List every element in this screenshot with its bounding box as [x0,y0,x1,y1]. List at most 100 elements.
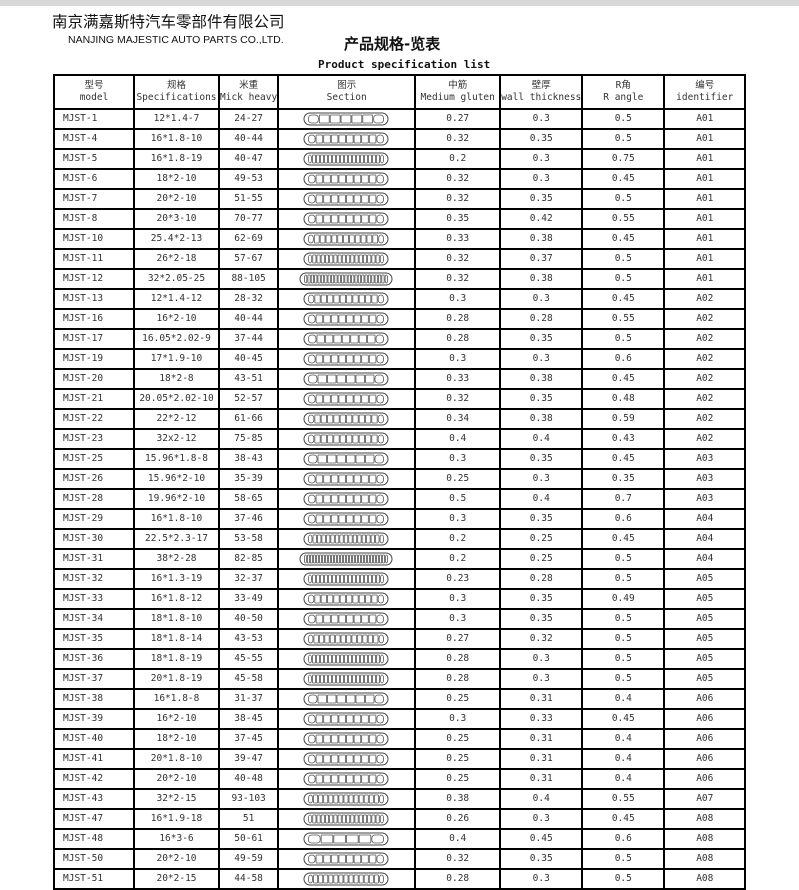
cell-specifications: 18*1.8-10 [133,608,220,630]
cell-r-angle: 0.6 [581,348,666,370]
cell-specifications: 16.05*2.02-9 [133,328,220,350]
cell-medium-gluten: 0.4 [414,428,502,450]
section-drawing [277,768,417,790]
cell-model: MJST-36 [53,648,135,670]
cell-specifications: 16*1.8-8 [133,688,220,710]
section-drawing [277,748,417,770]
header-en: model [79,92,109,103]
cell-medium-gluten: 0.4 [414,828,502,850]
cell-model: MJST-23 [53,428,135,450]
cell-medium-gluten: 0.25 [414,768,502,790]
cell-identifier: A01 [663,148,747,170]
section-drawing [277,328,417,350]
cell-wall-thickness: 0.35 [499,608,584,630]
company-name-cn: 南京满嘉斯特汽车零部件有限公司 [52,13,285,31]
cell-specifications: 18*2-10 [133,168,220,190]
cell-specifications: 18*1.8-19 [133,648,220,670]
cell-model: MJST-22 [53,408,135,430]
cell-specifications: 32x2-12 [133,428,220,450]
table-row: MJST-33 16*1.8-12 33-49 0.3 0.35 0.49 A05 [53,588,747,610]
table-row: MJST-39 16*2-10 38-45 0.3 0.33 0.45 A06 [53,708,747,730]
section-drawing [277,228,417,250]
section-drawing [277,808,417,830]
cell-r-angle: 0.5 [581,568,666,590]
section-drawing [277,148,417,170]
cell-medium-gluten: 0.28 [414,308,502,330]
header-model: 型号 model [53,74,135,110]
table-row: MJST-36 18*1.8-19 45-55 0.28 0.3 0.5 A05 [53,648,747,670]
section-drawing [277,388,417,410]
cell-wall-thickness: 0.32 [499,628,584,650]
tube-section-icon [303,192,389,206]
cell-wall-thickness: 0.31 [499,728,584,750]
cell-r-angle: 0.5 [581,268,666,290]
header-medium-gluten: 中筋 Medium gluten [414,74,502,110]
tube-section-icon [303,432,389,446]
table-row: MJST-23 32x2-12 75-85 0.4 0.4 0.43 A02 [53,428,747,450]
cell-medium-gluten: 0.33 [414,368,502,390]
cell-wall-thickness: 0.35 [499,848,584,870]
cell-model: MJST-8 [53,208,135,230]
cell-r-angle: 0.55 [581,788,666,810]
cell-identifier: A01 [663,168,747,190]
header-en: Specifications [136,92,217,103]
table-row: MJST-10 25.4*2-13 62-69 0.33 0.38 0.45 A01 [53,228,747,250]
section-drawing [277,268,417,290]
cell-identifier: A02 [663,328,747,350]
section-drawing [277,408,417,430]
cell-weight: 33-49 [217,588,280,610]
cell-specifications: 16*1.9-18 [133,808,220,830]
cell-wall-thickness: 0.3 [499,668,584,690]
table-row: MJST-47 16*1.9-18 51 0.26 0.3 0.45 A08 [53,808,747,830]
tube-section-icon [303,792,389,806]
cell-wall-thickness: 0.45 [499,828,584,850]
cell-weight: 88-105 [217,268,280,290]
cell-weight: 45-55 [217,648,280,670]
cell-r-angle: 0.45 [581,288,666,310]
cell-medium-gluten: 0.3 [414,708,502,730]
table-row: MJST-51 20*2-15 44-58 0.28 0.3 0.5 A08 [53,868,747,890]
section-drawing [277,208,417,230]
tube-section-icon [303,172,389,186]
cell-medium-gluten: 0.3 [414,508,502,530]
cell-identifier: A01 [663,248,747,270]
cell-medium-gluten: 0.28 [414,328,502,350]
cell-weight: 44-58 [217,868,280,890]
cell-weight: 49-53 [217,168,280,190]
cell-identifier: A06 [663,688,747,710]
cell-medium-gluten: 0.28 [414,868,502,890]
cell-weight: 37-46 [217,508,280,530]
table-row: MJST-6 18*2-10 49-53 0.32 0.3 0.45 A01 [53,168,747,190]
section-drawing [277,468,417,490]
cell-r-angle: 0.43 [581,428,666,450]
cell-weight: 35-39 [217,468,280,490]
cell-weight: 40-48 [217,768,280,790]
tube-section-icon [303,812,389,826]
cell-medium-gluten: 0.32 [414,188,502,210]
tube-section-icon [303,772,389,786]
cell-r-angle: 0.59 [581,408,666,430]
cell-identifier: A08 [663,828,747,850]
cell-r-angle: 0.5 [581,328,666,350]
tube-section-icon [303,292,389,306]
table-row: MJST-37 20*1.8-19 45-58 0.28 0.3 0.5 A05 [53,668,747,690]
cell-model: MJST-26 [53,468,135,490]
cell-medium-gluten: 0.2 [414,548,502,570]
cell-specifications: 16*3-6 [133,828,220,850]
cell-wall-thickness: 0.4 [499,788,584,810]
cell-model: MJST-17 [53,328,135,350]
cell-wall-thickness: 0.28 [499,568,584,590]
cell-model: MJST-38 [53,688,135,710]
section-drawing [277,608,417,630]
cell-identifier: A03 [663,448,747,470]
header-cn: R角 [615,80,631,91]
cell-specifications: 38*2-28 [133,548,220,570]
table-row: MJST-13 12*1.4-12 28-32 0.3 0.3 0.45 A02 [53,288,747,310]
cell-identifier: A02 [663,348,747,370]
cell-identifier: A02 [663,288,747,310]
cell-specifications: 20*2-10 [133,848,220,870]
cell-model: MJST-37 [53,668,135,690]
cell-medium-gluten: 0.32 [414,848,502,870]
cell-model: MJST-31 [53,548,135,570]
cell-model: MJST-29 [53,508,135,530]
